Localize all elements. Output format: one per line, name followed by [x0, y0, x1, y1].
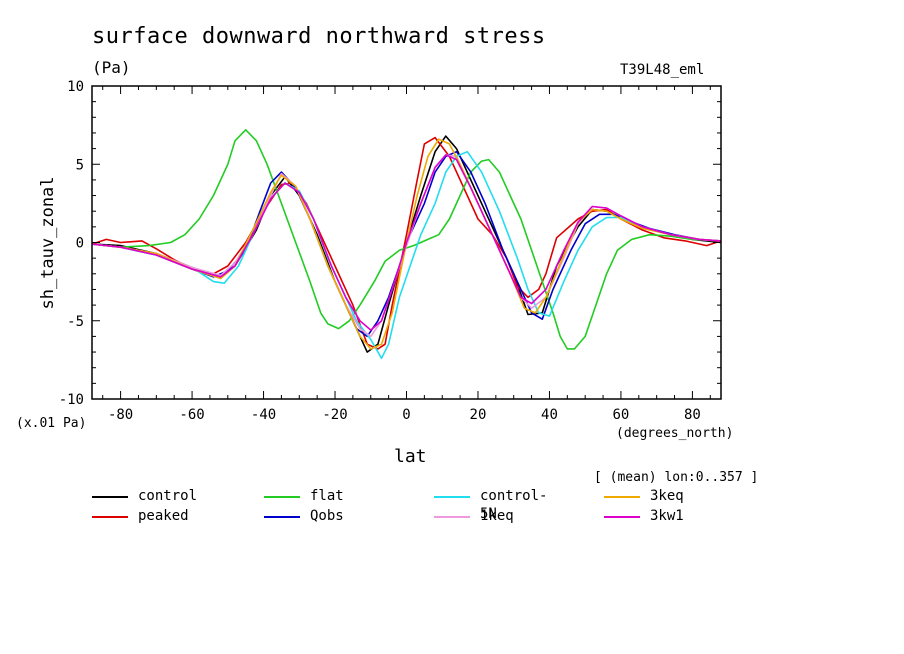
series-line-control-5n: [91, 150, 722, 360]
legend-label: Qobs: [310, 508, 344, 524]
y-tick-label: -5: [67, 314, 84, 330]
x-tick-label: -40: [251, 407, 276, 423]
x-tick-label: 40: [541, 407, 558, 423]
x-axis-label: lat: [394, 446, 427, 467]
y-tick-label: 5: [76, 157, 84, 173]
legend-label: flat: [310, 488, 344, 504]
legend-label: control: [138, 488, 198, 504]
x-tick-label: 0: [402, 407, 410, 423]
legend-swatch: [264, 496, 300, 498]
x-tick-label: -20: [322, 407, 347, 423]
legend-label: control-5N: [480, 488, 548, 522]
y-tick-label: 0: [76, 236, 84, 252]
x-tick-label: 20: [470, 407, 487, 423]
series-line-3kw1: [91, 154, 722, 331]
series-line-3keq: [91, 138, 722, 350]
mean-note: [ (mean) lon:0..357 ]: [594, 470, 759, 485]
legend-label: 3kw1: [650, 508, 684, 524]
legend-label: 1keq: [480, 508, 514, 524]
legend-swatch: [434, 516, 470, 518]
x-units-label: (degrees_north): [616, 426, 734, 441]
x-tick-label: 80: [684, 407, 701, 423]
chart-title: surface downward northward stress: [92, 24, 546, 49]
y-tick-label: 10: [67, 79, 84, 95]
legend-label: peaked: [138, 508, 189, 524]
chart-units: (Pa): [92, 58, 131, 77]
series-line-flat: [91, 129, 722, 350]
legend-swatch: [604, 516, 640, 518]
x-tick-label: 60: [613, 407, 630, 423]
experiment-label: T39L48_eml: [620, 62, 705, 78]
legend-label: 3keq: [650, 488, 684, 504]
legend-swatch: [92, 516, 128, 518]
x-tick-label: -60: [179, 407, 204, 423]
legend-swatch: [264, 516, 300, 518]
legend-swatch: [434, 496, 470, 498]
ticks-layer: -80 -60 -40 -20 0 20 40 60 80 -10 -5 0 5 10: [59, 79, 721, 423]
x-tick-label: -80: [108, 407, 133, 423]
legend-swatch: [604, 496, 640, 498]
y-tick-label: -10: [59, 392, 84, 408]
legend-swatch: [92, 496, 128, 498]
y-multiplier-label: (x.01 Pa): [16, 416, 87, 431]
series-layer: [91, 129, 722, 360]
